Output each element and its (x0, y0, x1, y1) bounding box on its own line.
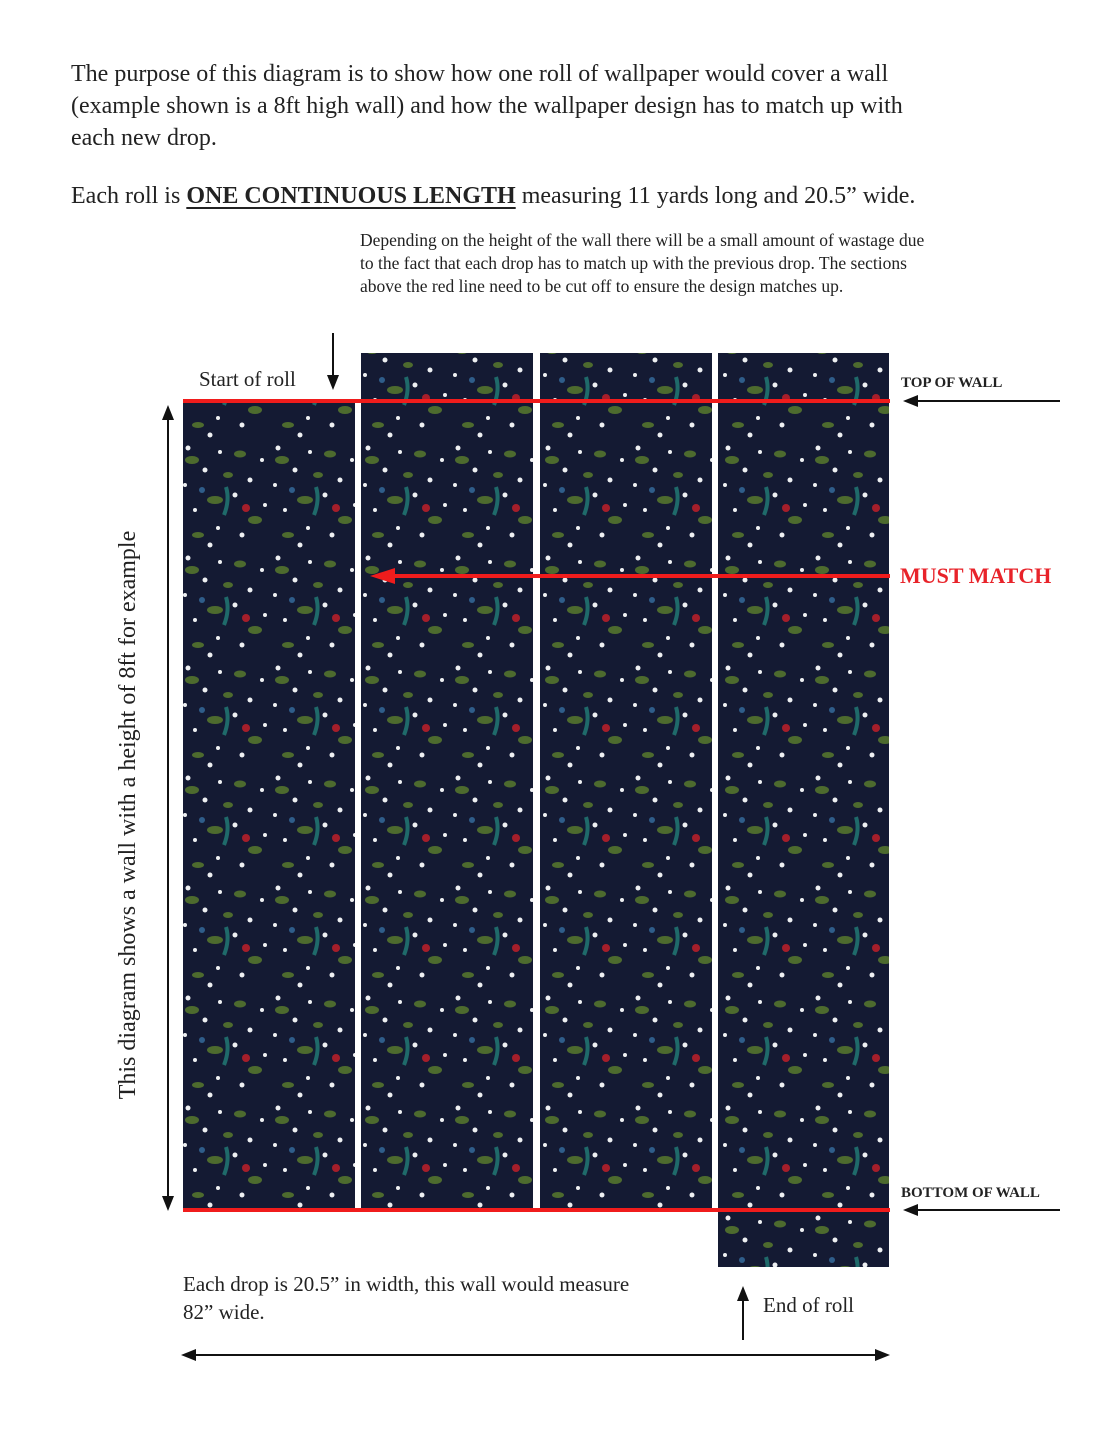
wallpaper-drop (361, 353, 533, 1210)
wallpaper-drop (718, 353, 889, 1267)
wallpaper-drop (183, 403, 355, 1210)
roll-text: Each roll is ONE CONTINUOUS LENGTH measu… (71, 183, 915, 210)
note-text: Depending on the height of the wall ther… (360, 230, 925, 296)
must-match-label: MUST MATCH (900, 563, 1051, 588)
start-of-roll-label: Start of roll (199, 367, 296, 391)
roll-after: measuring 11 yards long and 20.5” wide. (521, 183, 916, 209)
wallpaper-drop (540, 353, 712, 1210)
width-note: Each drop is 20.5” in width, this wall w… (183, 1272, 630, 1324)
intro-text: The purpose of this diagram is to show h… (71, 61, 903, 151)
roll-before: Each roll is (71, 183, 181, 209)
bottom-of-wall-label: BOTTOM OF WALL (901, 1185, 1040, 1201)
vertical-label: This diagram shows a wall with a height … (115, 531, 141, 1100)
end-of-roll-label: End of roll (763, 1293, 854, 1317)
top-of-wall-label: TOP OF WALL (901, 375, 1002, 391)
arrows (162, 333, 1060, 1361)
match-arrowhead (370, 568, 395, 584)
roll-emphasis: ONE CONTINUOUS LENGTH (186, 183, 516, 209)
width-note-box: Each drop is 20.5” in width, this wall w… (183, 1272, 630, 1324)
